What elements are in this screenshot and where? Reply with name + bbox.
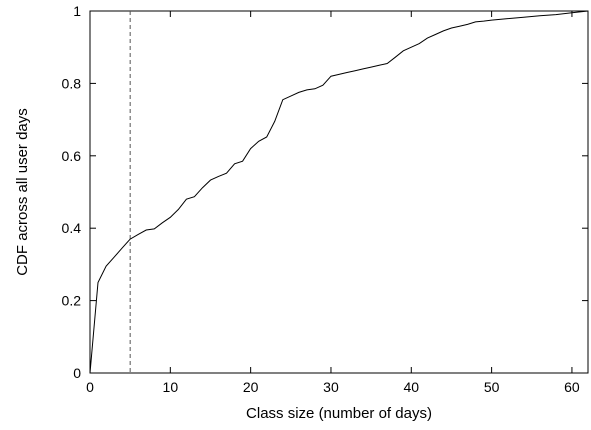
series-line-cdf xyxy=(89,10,589,374)
x-tick-label: 60 xyxy=(564,379,580,395)
x-tick-label: 10 xyxy=(163,379,179,395)
x-axis-label: Class size (number of days) xyxy=(246,405,432,422)
x-tick-label: 40 xyxy=(404,379,420,395)
y-tick-label: 0 xyxy=(73,365,81,381)
x-tick-label: 20 xyxy=(243,379,259,395)
plot-frame xyxy=(89,10,589,374)
y-axis-label: CDF across all user days xyxy=(14,108,31,276)
axis-ticks xyxy=(89,10,588,374)
y-tick-label: 0.8 xyxy=(62,75,82,91)
axis-tick-labels: 0 10 20 30 40 50 60 0 0.2 0.4 0.6 0.8 1 xyxy=(62,3,580,395)
y-tick-label: 0.2 xyxy=(62,293,82,309)
x-tick-label: 30 xyxy=(323,379,339,395)
x-tick-label: 50 xyxy=(484,379,500,395)
y-tick-label: 0.6 xyxy=(62,148,82,164)
y-tick-label: 1 xyxy=(73,3,81,19)
y-tick-label: 0.4 xyxy=(62,220,82,236)
x-tick-label: 0 xyxy=(86,379,94,395)
